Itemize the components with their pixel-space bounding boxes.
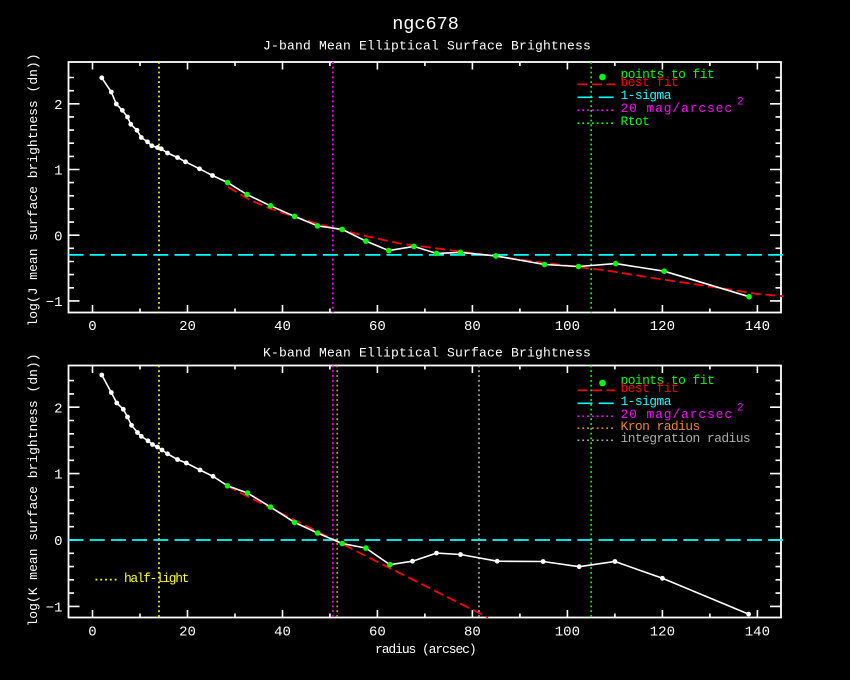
svg-text:100: 100 xyxy=(555,625,580,641)
svg-text:points to fit: points to fit xyxy=(621,67,715,82)
svg-text:0: 0 xyxy=(88,319,96,335)
svg-text:0: 0 xyxy=(54,534,62,550)
svg-text:best fit: best fit xyxy=(621,75,679,90)
svg-text:120: 120 xyxy=(650,319,675,335)
svg-text:−1: −1 xyxy=(46,295,63,311)
svg-text:points to fit: points to fit xyxy=(621,373,715,388)
svg-text:2: 2 xyxy=(737,403,744,415)
svg-text:−1: −1 xyxy=(46,601,63,617)
svg-text:20: 20 xyxy=(179,625,196,641)
svg-text:2: 2 xyxy=(54,98,62,114)
svg-text:Kron radius: Kron radius xyxy=(621,419,700,434)
svg-text:Rtot: Rtot xyxy=(621,114,650,129)
svg-text:1: 1 xyxy=(54,468,62,484)
svg-text:radius (arcsec): radius (arcsec) xyxy=(375,642,476,657)
svg-text:integration radius: integration radius xyxy=(621,431,751,446)
svg-text:140: 140 xyxy=(745,625,770,641)
svg-text:log(K mean surface brightness: log(K mean surface brightness (dn)) xyxy=(26,353,41,626)
svg-text:40: 40 xyxy=(274,625,291,641)
svg-text:ngc678: ngc678 xyxy=(392,14,459,35)
svg-text:40: 40 xyxy=(274,319,291,335)
svg-text:2: 2 xyxy=(54,401,62,417)
svg-text:60: 60 xyxy=(369,319,386,335)
svg-text:20 mag/arcsec: 20 mag/arcsec xyxy=(621,407,733,422)
svg-text:1-sigma: 1-sigma xyxy=(621,88,672,103)
svg-text:log(J mean surface brightness: log(J mean surface brightness (dn)) xyxy=(26,53,41,326)
svg-text:80: 80 xyxy=(464,625,481,641)
svg-text:half-light: half-light xyxy=(124,571,189,586)
svg-text:140: 140 xyxy=(745,319,770,335)
svg-text:best fit: best fit xyxy=(621,381,679,396)
svg-text:80: 80 xyxy=(464,319,481,335)
svg-text:K-band Mean Elliptical Surface: K-band Mean Elliptical Surface Brightnes… xyxy=(263,346,591,361)
svg-text:J-band Mean Elliptical Surface: J-band Mean Elliptical Surface Brightnes… xyxy=(263,38,591,53)
svg-text:120: 120 xyxy=(650,625,675,641)
svg-text:2: 2 xyxy=(737,97,744,109)
svg-text:0: 0 xyxy=(88,625,96,641)
svg-text:20: 20 xyxy=(179,319,196,335)
svg-text:100: 100 xyxy=(555,319,580,335)
svg-text:20 mag/arcsec: 20 mag/arcsec xyxy=(621,101,733,116)
svg-text:0: 0 xyxy=(54,229,62,245)
svg-text:1: 1 xyxy=(54,164,62,180)
svg-text:1-sigma: 1-sigma xyxy=(621,394,672,409)
svg-text:60: 60 xyxy=(369,625,386,641)
